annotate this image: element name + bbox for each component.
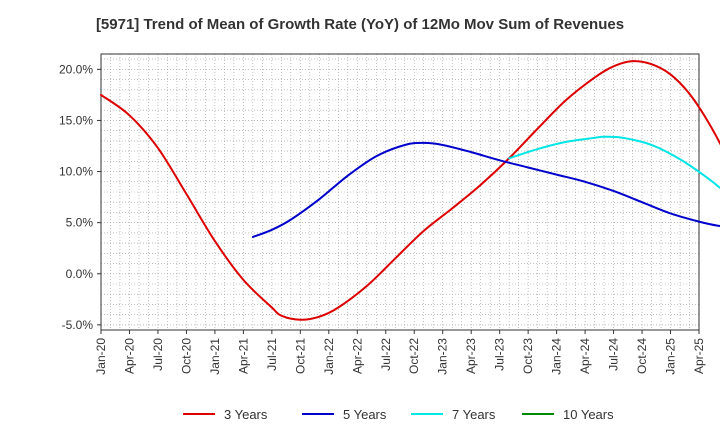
x-tick-label: Oct-20	[179, 338, 193, 374]
plot-frame	[100, 53, 700, 331]
series-line-7-years	[508, 135, 720, 190]
x-tick-label: Apr-25	[692, 338, 706, 374]
x-tick-label: Apr-22	[350, 338, 364, 374]
x-tick-label: Oct-21	[293, 338, 307, 374]
y-tick-label: 0.0%	[66, 267, 94, 281]
legend-label: 5 Years	[343, 407, 387, 422]
x-axis: Jan-20 Apr-20 Jul-20 Oct-20 Jan-21 Apr-21 Jul-…	[94, 330, 706, 375]
plot-area	[100, 53, 700, 331]
x-tick-label: Jan-21	[208, 338, 222, 375]
series-line-3-years	[100, 60, 720, 321]
x-tick-label: Jan-22	[322, 338, 336, 375]
x-tick-label: Oct-24	[635, 338, 649, 374]
y-tick-label: -5.0%	[62, 318, 94, 332]
x-tick-label: Apr-21	[236, 338, 250, 374]
legend-label: 10 Years	[563, 407, 614, 422]
x-tick-label: Apr-23	[464, 338, 478, 374]
legend: 3 Years 5 Years 7 Years 10 Years	[183, 407, 614, 422]
series-layer	[100, 60, 720, 321]
x-tick-label: Oct-22	[407, 338, 421, 374]
y-tick-label: 20.0%	[59, 62, 93, 76]
x-tick-label: Jan-20	[94, 338, 108, 375]
y-tick-label: 15.0%	[59, 113, 93, 127]
y-tick-label: 5.0%	[66, 216, 94, 230]
x-tick-label: Jul-20	[151, 338, 165, 371]
series-line-5-years	[251, 141, 720, 238]
x-tick-label: Jul-21	[265, 338, 279, 371]
x-tick-label: Apr-24	[578, 338, 592, 374]
x-tick-label: Jul-22	[379, 338, 393, 371]
chart-title: [5971] Trend of Mean of Growth Rate (YoY…	[96, 16, 624, 33]
x-tick-label: Oct-23	[521, 338, 535, 374]
x-tick-label: Jul-23	[493, 338, 507, 371]
y-axis: -5.0% 0.0% 5.0% 10.0% 15.0% 20.0%	[59, 62, 101, 332]
x-tick-label: Jan-24	[550, 338, 564, 375]
legend-label: 3 Years	[224, 407, 268, 422]
x-tick-label: Apr-20	[122, 338, 136, 374]
x-tick-label: Jan-23	[436, 338, 450, 375]
legend-label: 7 Years	[452, 407, 496, 422]
x-tick-label: Jan-25	[664, 338, 678, 375]
x-tick-label: Jul-24	[607, 338, 621, 371]
plot-background	[101, 54, 699, 330]
y-tick-label: 10.0%	[59, 165, 93, 179]
